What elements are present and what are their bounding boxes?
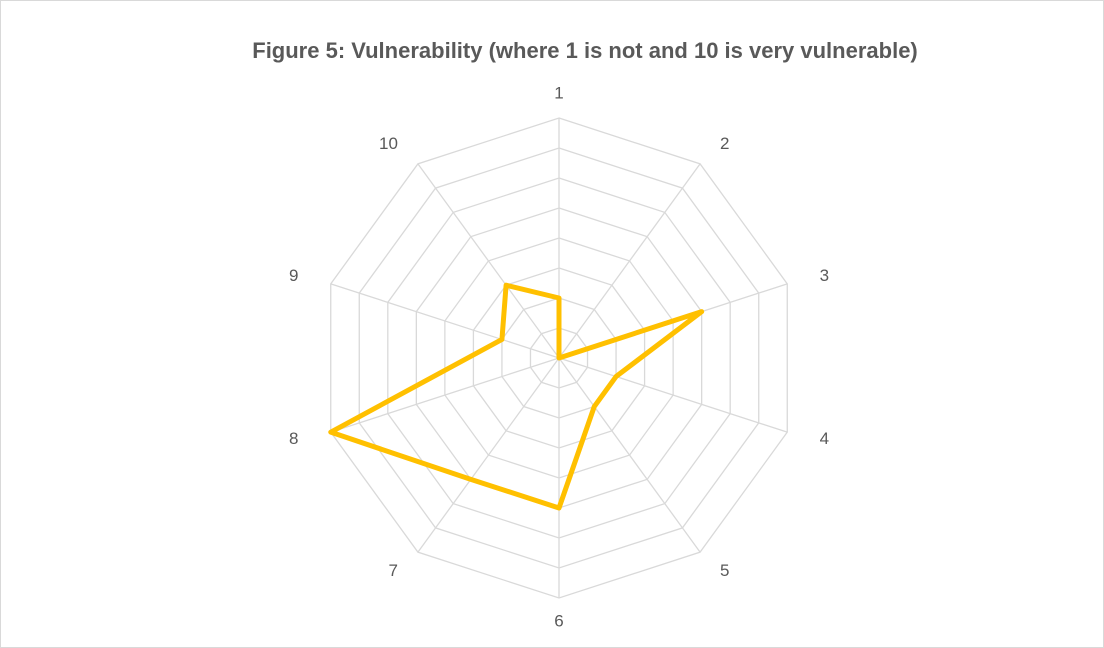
category-label: 10: [379, 134, 398, 153]
category-label: 2: [720, 134, 729, 153]
spoke: [558, 357, 701, 553]
category-label: 3: [820, 266, 829, 285]
spoke: [330, 283, 560, 359]
category-label: 9: [289, 266, 298, 285]
spoke: [330, 357, 560, 433]
spoke: [558, 163, 701, 359]
category-label: 4: [820, 429, 829, 448]
category-label: 6: [554, 611, 563, 630]
category-label: 8: [289, 429, 298, 448]
category-label: 1: [554, 83, 563, 102]
spoke: [558, 357, 788, 433]
spoke: [417, 163, 560, 359]
category-label: 5: [720, 561, 729, 580]
chart-title: Figure 5: Vulnerability (where 1 is not …: [252, 38, 918, 63]
spoke: [417, 357, 560, 553]
series-line: [328, 282, 705, 511]
category-label: 7: [388, 561, 397, 580]
